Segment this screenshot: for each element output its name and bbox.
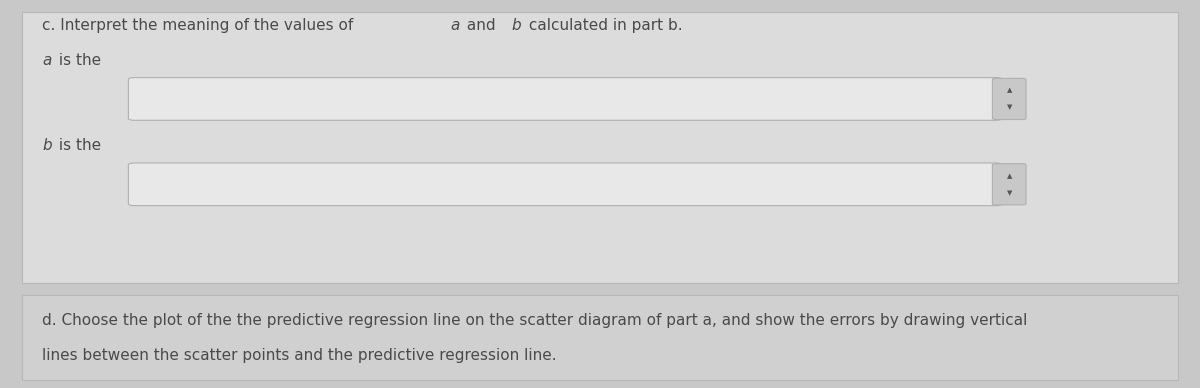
FancyBboxPatch shape xyxy=(992,164,1026,205)
Text: c. Interpret the meaning of the values of: c. Interpret the meaning of the values o… xyxy=(42,18,358,33)
Text: a: a xyxy=(42,53,52,68)
Text: ▲: ▲ xyxy=(1007,87,1012,94)
Text: is the: is the xyxy=(54,138,102,153)
Text: ▲: ▲ xyxy=(1007,173,1012,179)
Text: b: b xyxy=(42,138,52,153)
FancyBboxPatch shape xyxy=(992,78,1026,120)
FancyBboxPatch shape xyxy=(128,163,1002,206)
Text: d. Choose the plot of the the predictive regression line on the scatter diagram : d. Choose the plot of the the predictive… xyxy=(42,313,1027,327)
FancyBboxPatch shape xyxy=(128,78,1002,120)
Text: ▼: ▼ xyxy=(1007,190,1012,196)
Text: a: a xyxy=(450,18,460,33)
Text: ▼: ▼ xyxy=(1007,104,1012,111)
Text: calculated in part b.: calculated in part b. xyxy=(524,18,683,33)
FancyBboxPatch shape xyxy=(22,12,1178,283)
Text: and: and xyxy=(462,18,500,33)
Text: lines between the scatter points and the predictive regression line.: lines between the scatter points and the… xyxy=(42,348,557,362)
Text: is the: is the xyxy=(54,53,101,68)
Text: b: b xyxy=(511,18,521,33)
FancyBboxPatch shape xyxy=(22,295,1178,380)
